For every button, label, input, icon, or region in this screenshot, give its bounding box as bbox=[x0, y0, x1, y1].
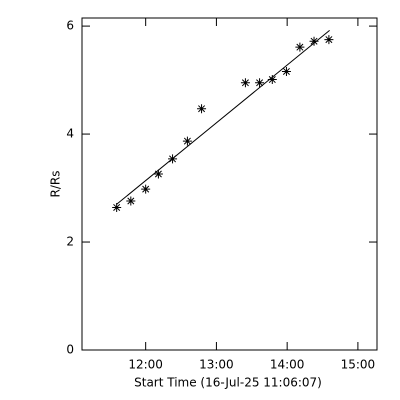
y-tick-label: 0 bbox=[66, 343, 74, 357]
y-axis-label: R/Rs bbox=[49, 171, 63, 198]
point bbox=[267, 75, 277, 85]
y-tick-label: 4 bbox=[66, 127, 74, 141]
point bbox=[295, 42, 305, 52]
point bbox=[112, 202, 122, 212]
plot-frame bbox=[81, 17, 378, 351]
x-axis-label: Start Time (16-Jul-25 11:06:07) bbox=[134, 376, 322, 390]
point bbox=[255, 78, 265, 88]
point bbox=[281, 66, 291, 76]
x-tick-label: 14:00 bbox=[270, 358, 305, 372]
point bbox=[324, 35, 334, 45]
point bbox=[309, 36, 319, 46]
point bbox=[141, 184, 151, 194]
x-tick-label: 13:00 bbox=[199, 358, 234, 372]
point bbox=[168, 154, 178, 164]
point bbox=[182, 136, 192, 146]
x-tick-label: 12:00 bbox=[128, 358, 163, 372]
point bbox=[126, 196, 136, 206]
point bbox=[153, 169, 163, 179]
x-tick-label: 15:00 bbox=[341, 358, 376, 372]
y-tick-label: 6 bbox=[66, 19, 74, 33]
point bbox=[197, 104, 207, 114]
point bbox=[240, 78, 250, 88]
fit-line bbox=[116, 30, 330, 205]
y-tick-label: 2 bbox=[66, 235, 74, 249]
